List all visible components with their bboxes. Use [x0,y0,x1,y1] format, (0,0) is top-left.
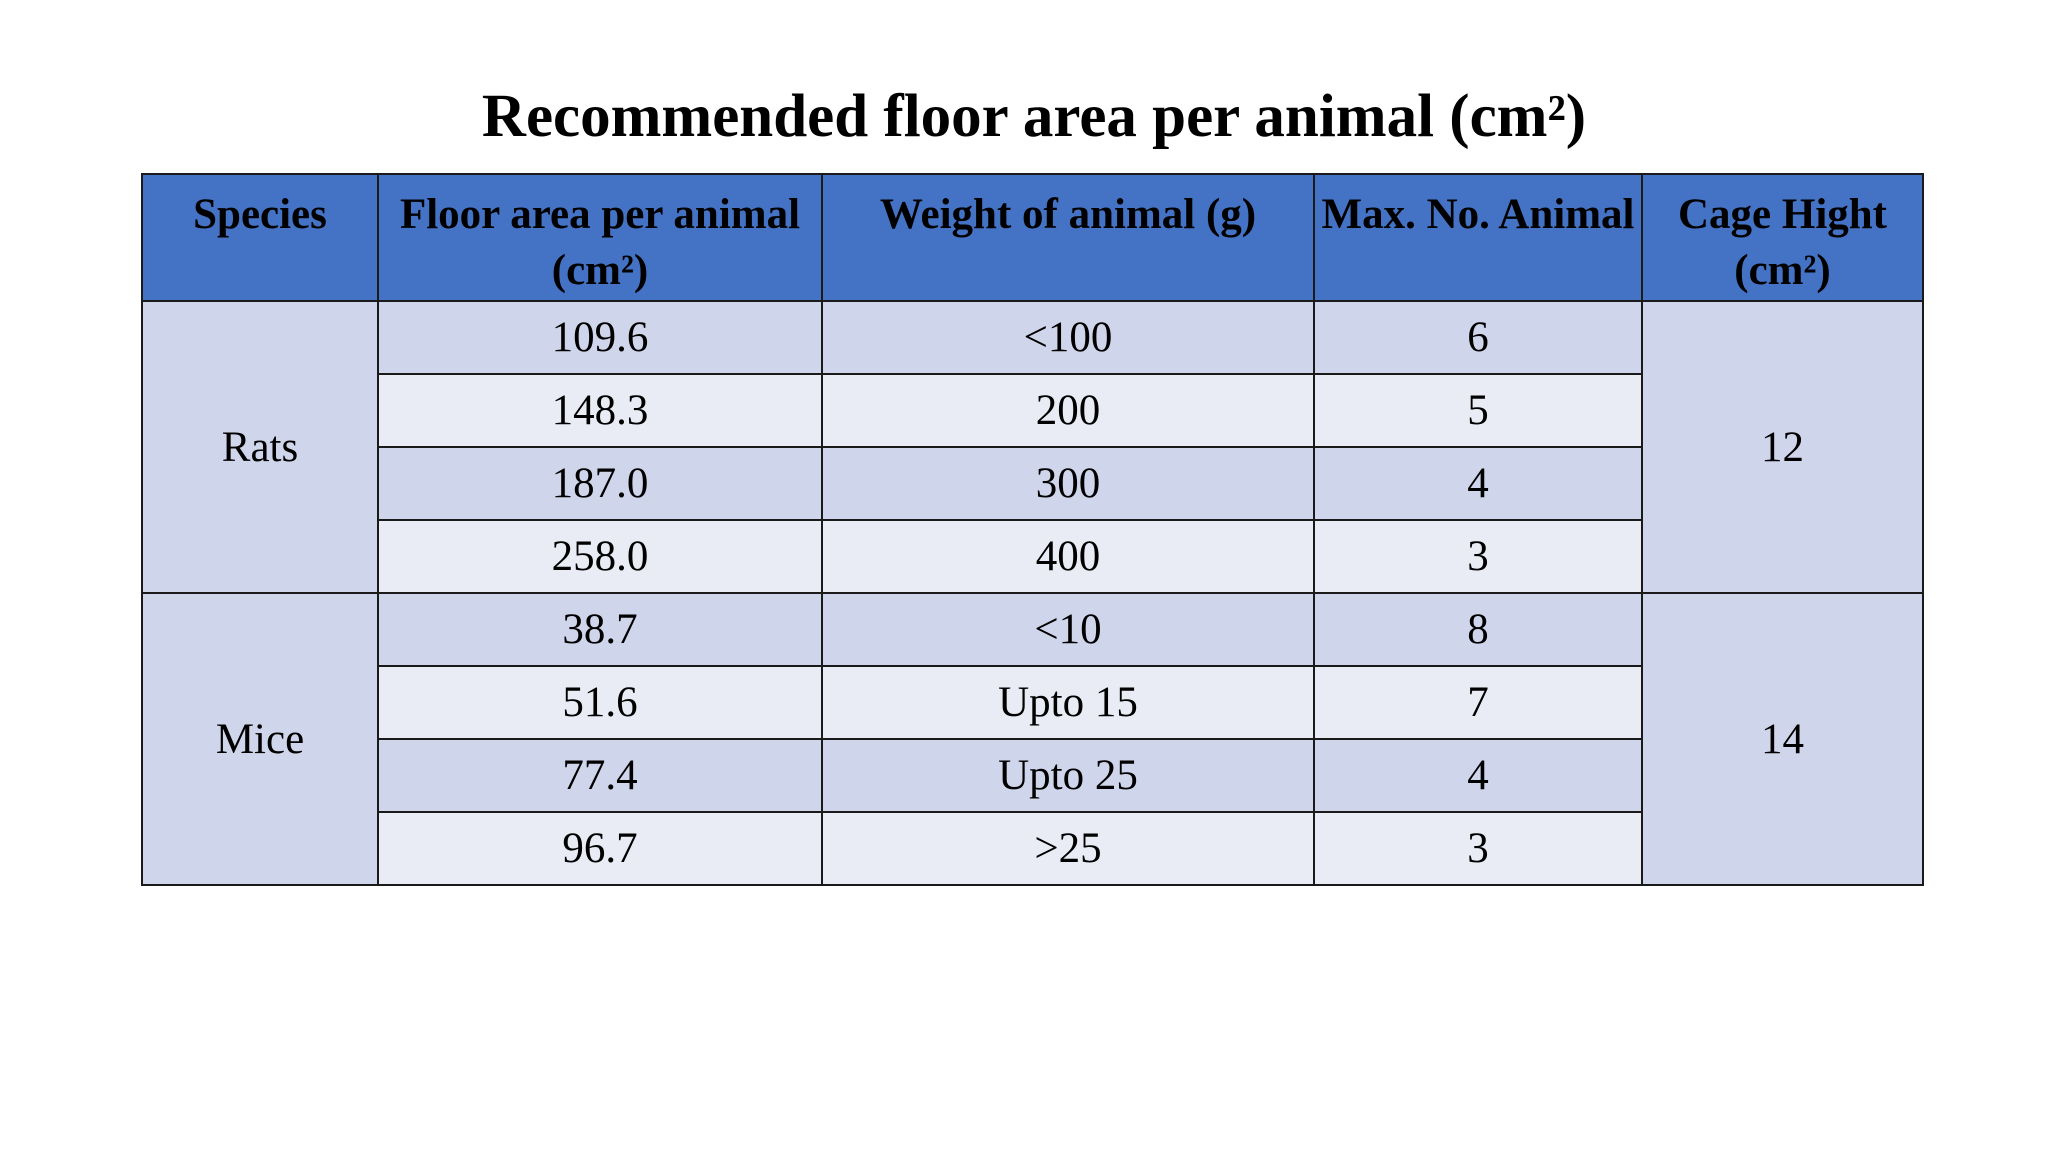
table-row: 187.0 300 4 [142,446,1923,521]
weight-cell: Upto 25 [821,738,1315,813]
max-no-cell: 3 [1313,811,1643,886]
floor-area-cell: 51.6 [377,665,823,740]
weight-cell: Upto 15 [821,665,1315,740]
column-header-max-no: Max. No. Animal [1313,173,1643,302]
max-no-cell: 3 [1313,519,1643,594]
cage-height-cell-rats: 12 [1641,300,1924,594]
floor-area-cell: 109.6 [377,300,823,375]
cage-height-cell-mice: 14 [1641,592,1924,886]
weight-cell: 200 [821,373,1315,448]
max-no-cell: 5 [1313,373,1643,448]
table-row: 77.4 Upto 25 4 [142,738,1923,813]
weight-cell: <100 [821,300,1315,375]
max-no-cell: 4 [1313,738,1643,813]
floor-area-cell: 187.0 [377,446,823,521]
table-row: Rats 109.6 <100 6 12 [141,300,1924,594]
species-cell-mice: Mice [141,592,379,886]
floor-area-cell: 38.7 [377,592,823,667]
max-no-cell: 6 [1313,300,1643,375]
table-row: 148.3 200 5 [142,373,1923,448]
column-header-cage-height: Cage Hight (cm²) [1641,173,1924,302]
weight-cell: 400 [821,519,1315,594]
column-header-weight: Weight of animal (g) [821,173,1315,302]
floor-area-table: Species Floor area per animal (cm²) Weig… [141,173,1924,886]
floor-area-cell: 258.0 [377,519,823,594]
table-header-row: Species Floor area per animal (cm²) Weig… [141,173,1924,302]
weight-cell: 300 [821,446,1315,521]
floor-area-cell: 77.4 [377,738,823,813]
page-title: Recommended floor area per animal (cm²) [481,83,1587,150]
table-row: 96.7 >25 3 [142,811,1923,886]
weight-cell: >25 [821,811,1315,886]
table-row: 258.0 400 3 [142,519,1923,594]
column-header-species: Species [141,173,379,302]
table-row: Mice 38.7 <10 8 14 [141,592,1924,886]
column-header-floor-area: Floor area per animal (cm²) [377,173,823,302]
floor-area-cell: 148.3 [377,373,823,448]
weight-cell: <10 [821,592,1315,667]
max-no-cell: 7 [1313,665,1643,740]
table-row: 51.6 Upto 15 7 [142,665,1923,740]
max-no-cell: 8 [1313,592,1643,667]
floor-area-cell: 96.7 [377,811,823,886]
max-no-cell: 4 [1313,446,1643,521]
species-cell-rats: Rats [141,300,379,594]
